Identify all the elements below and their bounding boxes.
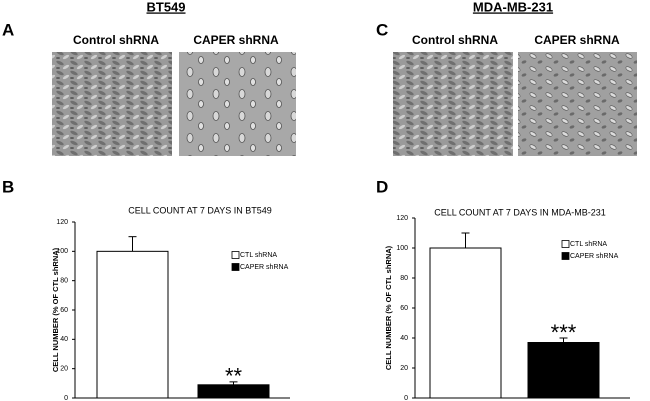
y-tick-label: 0 [404,395,408,401]
significance: ** [225,364,243,389]
y-tick-label: 100 [56,248,68,255]
column-label: CAPER shRNA [193,33,279,47]
cell-line-title: BT549 [146,0,185,14]
micrograph [179,52,296,156]
micrograph [52,52,172,156]
chart-title: CELL COUNT AT 7 DAYS IN MDA-MB-231 [434,207,606,217]
column-label: CAPER shRNA [534,33,620,47]
y-tick-label: 120 [396,215,408,222]
panel-letter: D [376,177,388,196]
legend-swatch [231,251,240,259]
panel-letter: C [376,20,388,39]
legend-swatch [231,263,240,271]
legend-swatch [561,252,570,260]
legend-label: CTL shRNA [240,252,277,259]
y-axis-label: CELL NUMBER (% OF CTL shRNA) [51,247,60,372]
panel-letter: B [2,177,14,196]
bar [527,342,600,399]
y-tick-label: 80 [60,278,68,285]
legend-swatch [561,240,570,248]
micrograph [518,52,637,156]
y-tick-label: 20 [400,365,408,372]
legend-label: CAPER shRNA [240,264,289,271]
y-tick-label: 60 [400,305,408,312]
chart-title: CELL COUNT AT 7 DAYS IN BT549 [128,205,272,215]
y-tick-label: 60 [60,307,68,314]
bar [96,250,169,399]
legend-label: CTL shRNA [570,241,607,248]
cell-line-title: MDA-MB-231 [473,0,553,14]
y-tick-label: 40 [60,336,68,343]
panel-letter: A [2,20,14,39]
column-label: Control shRNA [412,33,498,47]
micrograph [393,52,513,156]
y-tick-label: 120 [56,219,68,226]
y-axis-label: CELL NUMBER (% OF CTL shRNA) [384,245,393,370]
bar [429,247,502,399]
y-tick-label: 20 [60,366,68,373]
y-tick-label: 40 [400,335,408,342]
legend-label: CAPER shRNA [570,253,619,260]
y-tick-label: 80 [400,275,408,282]
column-label: Control shRNA [73,33,159,47]
significance: *** [551,320,577,345]
y-tick-label: 100 [396,245,408,252]
y-tick-label: 0 [64,395,68,401]
